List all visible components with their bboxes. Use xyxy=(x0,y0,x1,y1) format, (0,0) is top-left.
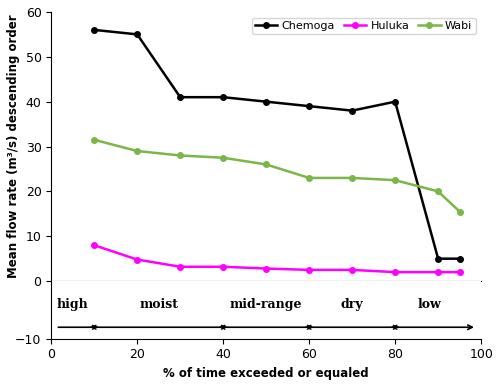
X-axis label: % of time exceeded or equaled: % of time exceeded or equaled xyxy=(164,367,369,380)
Huluka xyxy=(456,270,462,274)
Chemoga xyxy=(134,32,140,37)
Chemoga xyxy=(435,256,441,261)
Wabi xyxy=(263,162,269,167)
Line: Wabi: Wabi xyxy=(92,137,462,214)
Wabi xyxy=(177,153,183,158)
Text: low: low xyxy=(418,298,442,311)
Chemoga xyxy=(456,256,462,261)
Legend: Chemoga, Huluka, Wabi: Chemoga, Huluka, Wabi xyxy=(252,17,476,34)
Huluka xyxy=(134,257,140,262)
Text: dry: dry xyxy=(341,298,363,311)
Wabi xyxy=(220,156,226,160)
Chemoga xyxy=(177,95,183,99)
Chemoga xyxy=(306,104,312,108)
Chemoga xyxy=(263,99,269,104)
Huluka xyxy=(306,267,312,272)
Huluka xyxy=(349,267,355,272)
Wabi xyxy=(435,189,441,194)
Huluka xyxy=(263,266,269,271)
Chemoga xyxy=(91,27,97,32)
Wabi xyxy=(392,178,398,183)
Chemoga xyxy=(392,99,398,104)
Huluka xyxy=(91,243,97,248)
Wabi xyxy=(306,176,312,180)
Wabi xyxy=(456,209,462,214)
Text: mid-range: mid-range xyxy=(230,298,302,311)
Huluka xyxy=(435,270,441,274)
Line: Huluka: Huluka xyxy=(92,242,462,275)
Wabi xyxy=(349,176,355,180)
Chemoga xyxy=(349,108,355,113)
Huluka xyxy=(177,264,183,269)
Wabi xyxy=(134,149,140,153)
Wabi xyxy=(91,137,97,142)
Text: high: high xyxy=(57,298,88,311)
Huluka xyxy=(392,270,398,274)
Y-axis label: Mean flow rate (m³/s) descending order: Mean flow rate (m³/s) descending order xyxy=(7,15,20,278)
Text: moist: moist xyxy=(139,298,178,311)
Line: Chemoga: Chemoga xyxy=(92,27,462,262)
Chemoga xyxy=(220,95,226,99)
Huluka xyxy=(220,264,226,269)
